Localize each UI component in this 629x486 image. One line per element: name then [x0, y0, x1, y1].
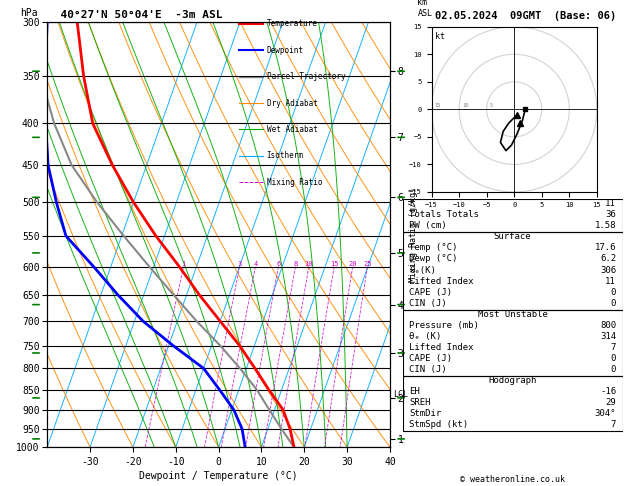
Text: 7: 7: [611, 420, 616, 429]
Text: 25: 25: [363, 260, 372, 267]
Text: 306: 306: [600, 265, 616, 275]
Bar: [403, 310, 623, 376]
Text: Temp (°C): Temp (°C): [409, 243, 457, 252]
Text: Dewpoint: Dewpoint: [267, 46, 304, 55]
Text: 20: 20: [348, 260, 357, 267]
X-axis label: Dewpoint / Temperature (°C): Dewpoint / Temperature (°C): [139, 471, 298, 481]
Text: 314: 314: [600, 332, 616, 341]
Text: θₑ (K): θₑ (K): [409, 332, 442, 341]
Text: 4: 4: [253, 260, 257, 267]
Text: -16: -16: [600, 387, 616, 396]
Text: 1.58: 1.58: [594, 221, 616, 230]
Text: K: K: [409, 199, 415, 208]
Text: 8: 8: [293, 260, 298, 267]
Text: PW (cm): PW (cm): [409, 221, 447, 230]
Text: θₑ(K): θₑ(K): [409, 265, 436, 275]
Text: Parcel Trajectory: Parcel Trajectory: [267, 72, 345, 81]
Text: EH: EH: [409, 387, 420, 396]
Text: Totals Totals: Totals Totals: [409, 210, 479, 219]
Text: 6.2: 6.2: [600, 255, 616, 263]
Text: © weatheronline.co.uk: © weatheronline.co.uk: [460, 474, 565, 484]
Text: 800: 800: [600, 321, 616, 330]
Y-axis label: Mixing Ratio (g/kg): Mixing Ratio (g/kg): [409, 187, 418, 282]
Text: Surface: Surface: [494, 232, 532, 242]
Text: 29: 29: [605, 398, 616, 407]
Text: 7: 7: [611, 343, 616, 352]
Text: 02.05.2024  09GMT  (Base: 06): 02.05.2024 09GMT (Base: 06): [435, 11, 616, 21]
Text: 10: 10: [462, 103, 469, 108]
Text: 15: 15: [435, 103, 441, 108]
Text: 6: 6: [276, 260, 281, 267]
Bar: [403, 199, 623, 232]
Text: CIN (J): CIN (J): [409, 299, 447, 308]
Text: 17.6: 17.6: [594, 243, 616, 252]
Text: 11: 11: [605, 277, 616, 286]
Text: km
ASL: km ASL: [418, 0, 432, 17]
Text: CAPE (J): CAPE (J): [409, 288, 452, 296]
Text: Lifted Index: Lifted Index: [409, 277, 474, 286]
Text: Dry Adiabat: Dry Adiabat: [267, 99, 318, 107]
Text: Temperature: Temperature: [267, 19, 318, 29]
Text: 0: 0: [611, 365, 616, 374]
Text: 0: 0: [611, 288, 616, 296]
Text: 0: 0: [611, 354, 616, 363]
Text: 15: 15: [330, 260, 338, 267]
Text: CAPE (J): CAPE (J): [409, 354, 452, 363]
Text: Most Unstable: Most Unstable: [477, 310, 548, 319]
Text: SREH: SREH: [409, 398, 431, 407]
Text: Lifted Index: Lifted Index: [409, 343, 474, 352]
Text: Mixing Ratio: Mixing Ratio: [267, 178, 322, 187]
Text: StmSpd (kt): StmSpd (kt): [409, 420, 468, 429]
Text: 40°27'N 50°04'E  -3m ASL: 40°27'N 50°04'E -3m ASL: [47, 10, 223, 20]
Text: CIN (J): CIN (J): [409, 365, 447, 374]
Text: LCL: LCL: [393, 390, 408, 399]
Text: Dewp (°C): Dewp (°C): [409, 255, 457, 263]
Text: kt: kt: [435, 32, 445, 41]
Text: Wet Adiabat: Wet Adiabat: [267, 125, 318, 134]
Text: Pressure (mb): Pressure (mb): [409, 321, 479, 330]
Text: StmDir: StmDir: [409, 409, 442, 418]
Text: Hodograph: Hodograph: [489, 376, 537, 385]
Text: 1: 1: [181, 260, 186, 267]
Text: 11: 11: [605, 199, 616, 208]
Text: Isotherm: Isotherm: [267, 151, 304, 160]
Text: 304°: 304°: [594, 409, 616, 418]
Text: hPa: hPa: [19, 8, 37, 17]
Text: 5: 5: [489, 103, 493, 108]
Bar: [403, 232, 623, 310]
Text: 10: 10: [304, 260, 313, 267]
Text: 3: 3: [238, 260, 242, 267]
Text: 36: 36: [605, 210, 616, 219]
Bar: [403, 376, 623, 431]
Text: 0: 0: [611, 299, 616, 308]
